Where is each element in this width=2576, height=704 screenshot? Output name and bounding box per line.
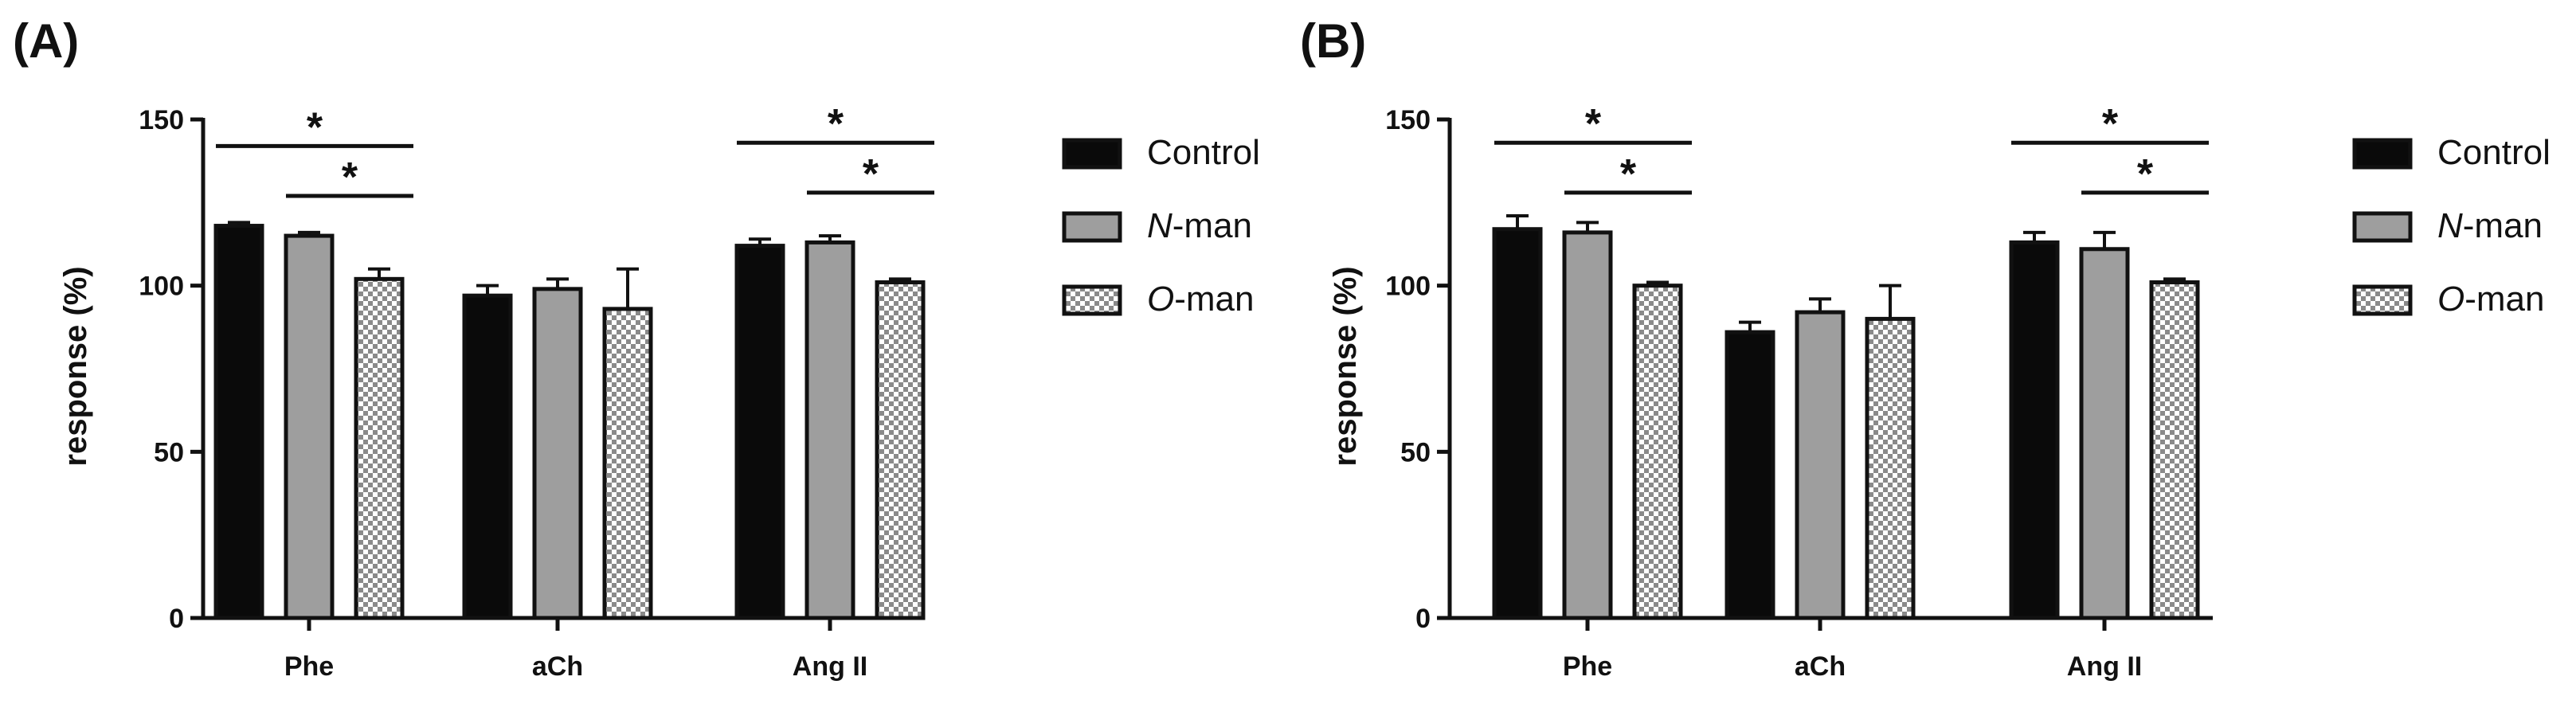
panel-b-legend-item: N-man xyxy=(2437,206,2543,245)
panel-b-y-axis-label: response (%) xyxy=(1328,266,1363,466)
panel-b-plot: 0 50 100 150 Phe aCh Ang II * * * * xyxy=(1385,101,2213,682)
panel-b-bar xyxy=(1725,330,1775,620)
panel-b-x-tick-label: Ang II xyxy=(2067,651,2142,682)
panel-a-significance-star: * xyxy=(342,154,358,201)
panel-a-legend-swatch xyxy=(1062,211,1122,243)
panel-b-legend-swatch xyxy=(2352,138,2413,170)
panel-b-legend-swatch xyxy=(2352,284,2413,316)
panel-a-significance-star: * xyxy=(307,104,323,151)
panel-a-legend-italic: N xyxy=(1147,206,1173,245)
panel-a-plot: 0 50 100 150 Phe aCh Ang II * * * * xyxy=(139,101,934,682)
panel-b-y-tick-label: 50 xyxy=(1400,437,1431,467)
panel-b-significance-star: * xyxy=(1585,101,1602,147)
panel-b-legend-text: -man xyxy=(2463,206,2543,245)
panel-a: (A) response (%) 0 50 100 150 Phe aCh Ang II * *… xyxy=(13,14,1260,682)
panel-b-legend-italic: O xyxy=(2437,280,2464,319)
panel-a-bar xyxy=(734,244,785,620)
panel-b-legend-item: O-man xyxy=(2437,280,2544,319)
panel-a-bar xyxy=(284,233,335,620)
panel-a-legend-swatch xyxy=(1062,138,1122,170)
panel-a-bar xyxy=(532,287,583,620)
panel-b-bar xyxy=(1865,316,1916,620)
panel-b-x-tick-label: aCh xyxy=(1795,651,1846,682)
panel-b-bar xyxy=(1492,227,1543,620)
panel-a-legend-item: Control xyxy=(1147,133,1260,172)
panel-a-legend-item: O-man xyxy=(1147,280,1254,319)
panel-b-legend-text: Control xyxy=(2437,133,2551,172)
panel-a-y-tick-label: 50 xyxy=(154,437,184,467)
panel-a-x-tick-label: Phe xyxy=(284,651,334,682)
panel-b-bar xyxy=(1795,310,1846,620)
panel-b-bar xyxy=(2009,240,2060,620)
panel-b-significance-star: * xyxy=(2137,151,2154,198)
panel-a-legend-text: Control xyxy=(1147,133,1260,172)
panel-a-x-tick-label: aCh xyxy=(532,651,583,682)
panel-a-legend-italic: O xyxy=(1147,280,1174,319)
panel-a-legend-swatch xyxy=(1062,284,1122,316)
panel-a-y-tick-label: 150 xyxy=(139,105,184,135)
panel-a-bar xyxy=(213,224,264,620)
panel-a-label: (A) xyxy=(13,14,79,68)
panel-b-bar xyxy=(1562,230,1613,620)
panel-a-legend-item: N-man xyxy=(1147,206,1252,245)
panel-b-bar xyxy=(2079,247,2130,620)
panel-a-bar xyxy=(805,240,855,620)
panel-b-label: (B) xyxy=(1300,14,1366,68)
panel-a-bar xyxy=(462,293,513,620)
panel-b: (B) response (%) 0 50 100 150 Phe aCh Ang II * *… xyxy=(1300,14,2551,682)
panel-b-y-tick-label: 100 xyxy=(1385,272,1431,302)
panel-b-legend-swatch xyxy=(2352,211,2413,243)
panel-b-legend-text: -man xyxy=(2464,280,2544,319)
panel-b-legend-italic: N xyxy=(2437,206,2463,245)
panel-a-significance-star: * xyxy=(863,151,879,198)
panel-a-bar xyxy=(875,280,926,620)
panel-b-bar xyxy=(1632,284,1683,620)
panel-b-y-tick-label: 150 xyxy=(1385,105,1431,135)
panel-a-y-tick-label: 100 xyxy=(139,272,184,302)
panel-b-y-tick-label: 0 xyxy=(1415,604,1431,634)
panel-a-y-axis-label: response (%) xyxy=(58,266,93,466)
panel-b-significance-star: * xyxy=(1620,151,1637,198)
panel-a-bar xyxy=(354,276,405,620)
panel-b-x-tick-label: Phe xyxy=(1563,651,1612,682)
panel-a-legend-text: -man xyxy=(1173,206,1252,245)
panel-b-significance-star: * xyxy=(2102,101,2119,147)
panel-a-bar xyxy=(602,307,653,620)
panel-b-legend-item: Control xyxy=(2437,133,2551,172)
panel-a-significance-star: * xyxy=(828,101,844,147)
panel-a-x-tick-label: Ang II xyxy=(793,651,867,682)
panel-a-y-tick-label: 0 xyxy=(169,604,184,634)
panel-b-bar xyxy=(2149,280,2200,620)
panel-a-legend-text: -man xyxy=(1174,280,1254,319)
